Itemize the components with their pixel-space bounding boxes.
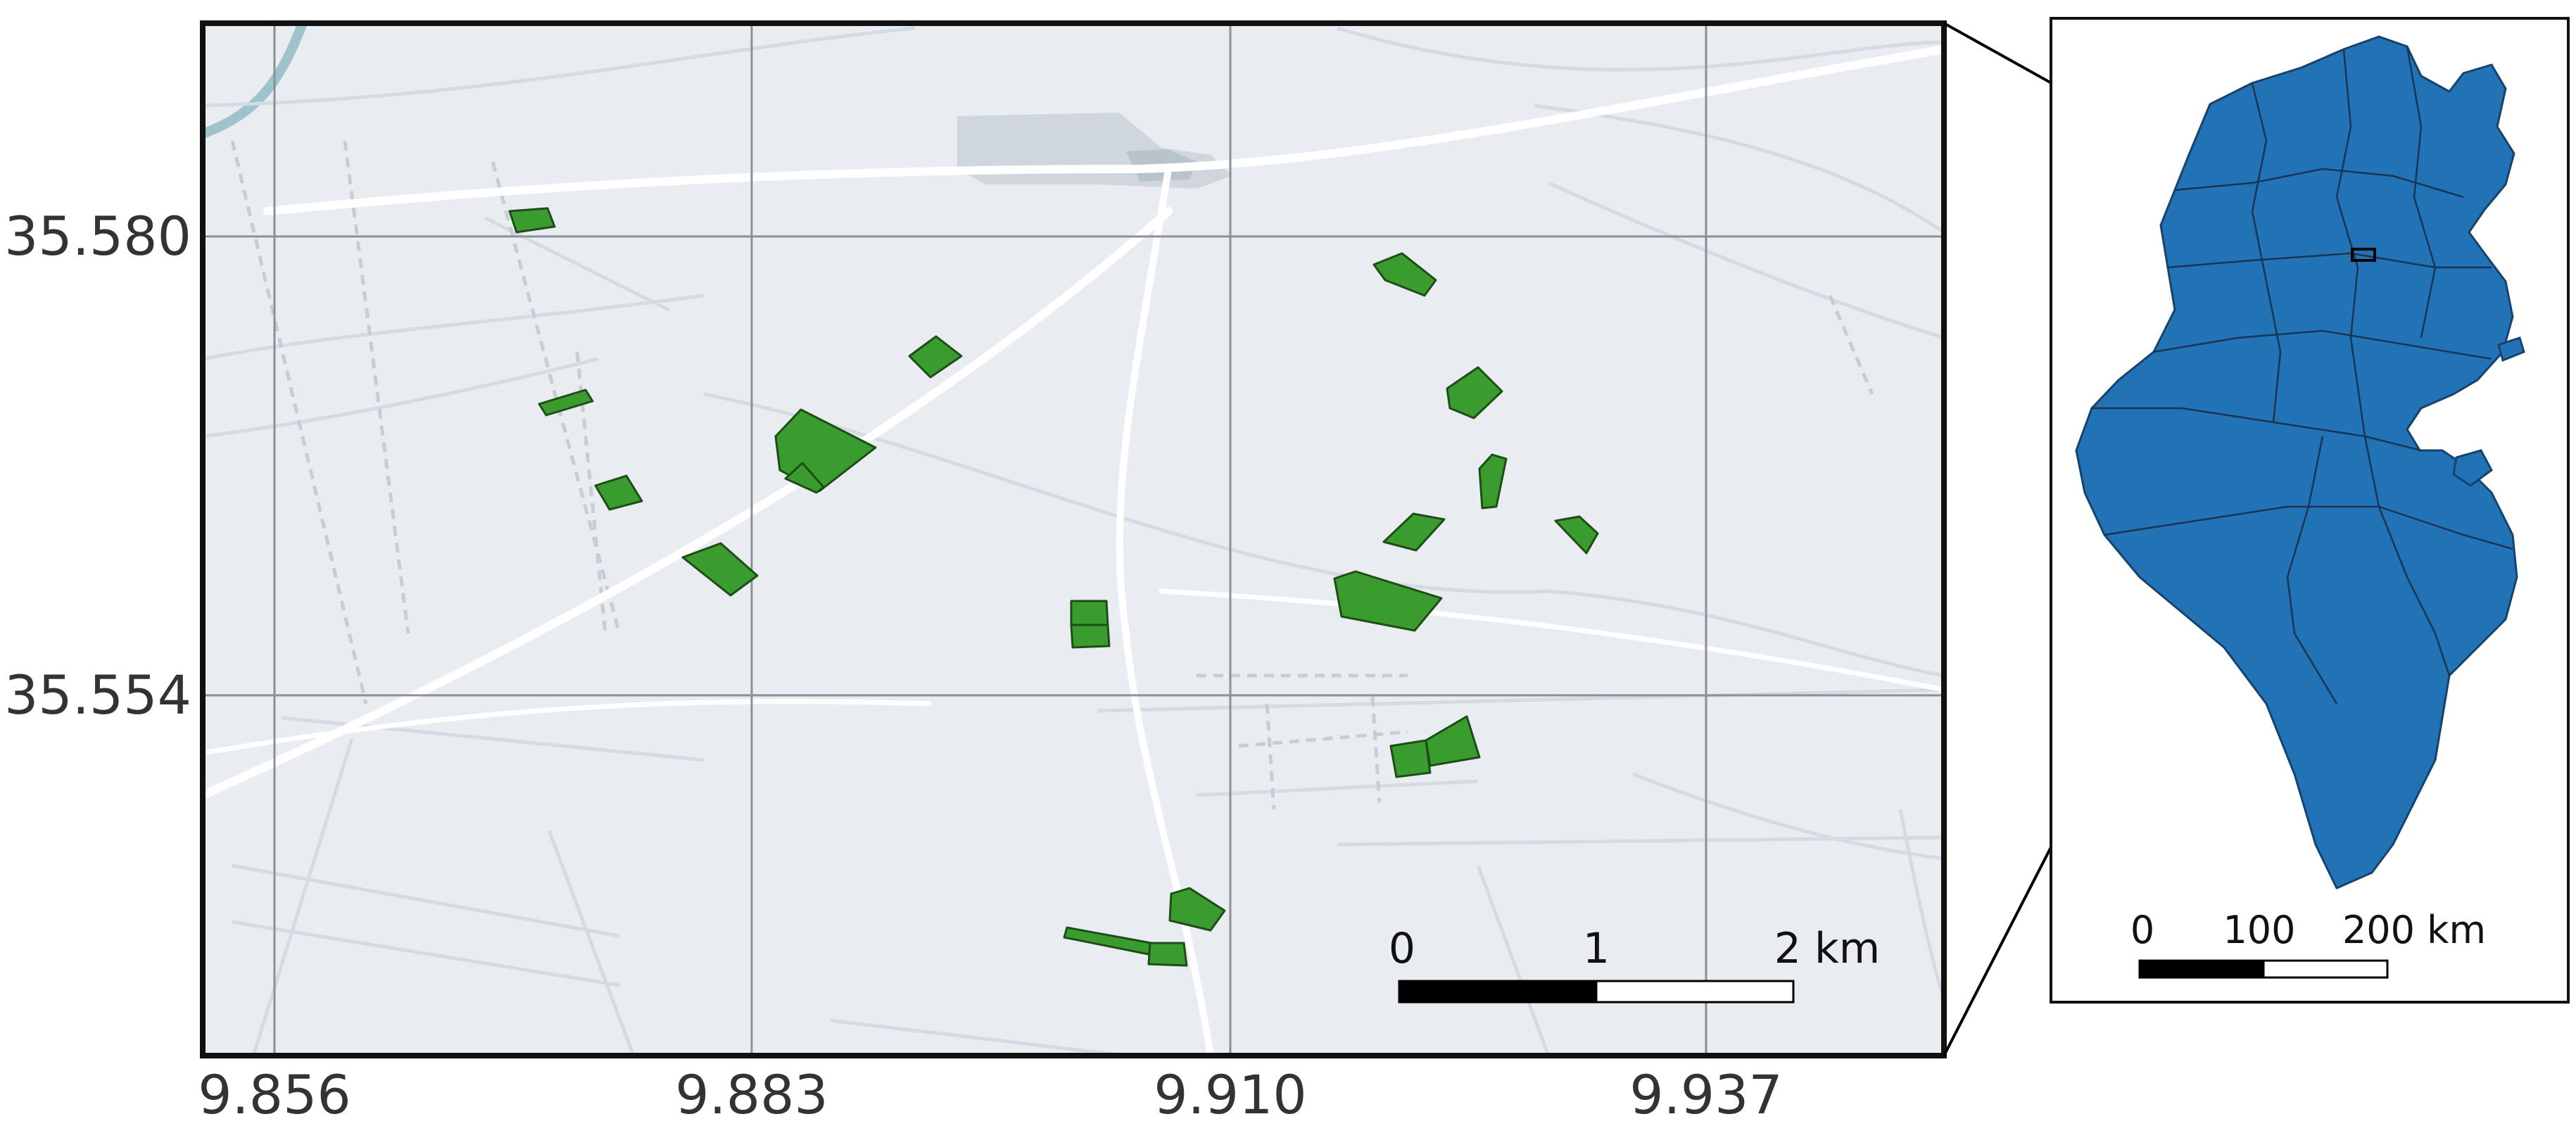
parcel <box>1478 453 1508 510</box>
governorate-boundaries <box>2092 46 2513 704</box>
study-area-marker <box>2351 248 2376 262</box>
parcel <box>1333 570 1443 632</box>
river <box>203 23 308 139</box>
x-tick-label: 9.856 <box>198 1063 351 1126</box>
parcel <box>784 462 825 494</box>
parcel <box>1070 624 1111 649</box>
parcel <box>1446 366 1503 419</box>
tunisia-outline <box>2075 35 2518 890</box>
x-tick-label: 9.883 <box>675 1063 828 1126</box>
inset-map: 0 100 200 km <box>2050 17 2570 1004</box>
scale-bar-segment-filled <box>1398 980 1598 1004</box>
scale-label-1: 1 <box>1583 924 1610 973</box>
main-map-frame <box>200 20 1947 1058</box>
main-scale-bar: 0 1 2 km <box>1389 924 1880 1004</box>
y-axis-labels: 35.580 35.554 <box>4 205 191 726</box>
inset-scale-segment-empty <box>2262 959 2389 979</box>
inset-scale-label-0: 0 <box>2130 908 2154 952</box>
parcel <box>1425 715 1481 767</box>
basemap-features <box>203 23 1944 1056</box>
parcel <box>1554 515 1599 555</box>
parcel <box>1389 739 1432 778</box>
djerba-island <box>2452 449 2493 487</box>
parcel <box>538 388 594 417</box>
parcel <box>1168 887 1226 932</box>
x-axis-labels: 9.856 9.883 9.910 9.937 <box>198 1063 1783 1126</box>
scale-bar-segment-empty <box>1595 980 1795 1004</box>
y-tick-label: 35.580 <box>4 205 191 267</box>
parcel <box>508 207 556 234</box>
kerkennah-island <box>2497 336 2525 362</box>
road-southwest <box>203 699 932 756</box>
scale-label-0: 0 <box>1389 924 1415 973</box>
parcel <box>594 474 643 511</box>
inset-scale-label-100: 100 <box>2223 908 2295 952</box>
parcel <box>681 542 759 597</box>
inset-scale-bar: 0 100 200 km <box>2130 908 2486 979</box>
parcel <box>1070 600 1109 626</box>
crop-parcels <box>508 207 1599 967</box>
scale-label-2km: 2 km <box>1774 924 1880 973</box>
road-diagonal <box>203 207 1173 799</box>
inset-scale-label-200km: 200 km <box>2342 908 2486 952</box>
parcel <box>1382 512 1446 552</box>
minor-roads <box>203 26 1944 1056</box>
x-tick-label: 9.910 <box>1154 1063 1307 1126</box>
road-east <box>1158 588 1944 692</box>
parcel <box>1147 942 1188 967</box>
y-tick-label: 35.554 <box>4 664 191 726</box>
parcel <box>908 335 963 379</box>
parcel <box>1372 252 1437 297</box>
main-map: 0 1 2 km 9.856 9.883 9.910 9.937 35.580 … <box>4 20 1947 1126</box>
inset-scale-segment-filled <box>2138 959 2265 979</box>
x-tick-label: 9.937 <box>1629 1063 1783 1126</box>
grid-lines <box>203 23 1944 1056</box>
farm-tracks <box>230 140 1874 810</box>
road-east-west <box>263 45 1944 215</box>
